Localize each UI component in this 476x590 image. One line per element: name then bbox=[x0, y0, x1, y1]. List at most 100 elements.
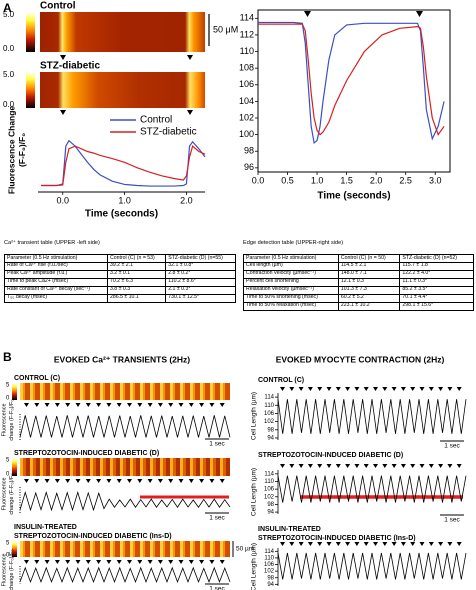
table: Parameter (0.5 Hz stimulation) Control (C… bbox=[243, 254, 474, 311]
panel-label: B bbox=[3, 350, 12, 364]
panel-label: A bbox=[3, 1, 12, 15]
data-line bbox=[258, 21, 445, 145]
table-row: Time to 50% shortening (msec) 60.2 ± 5.2 7… bbox=[243, 293, 474, 303]
table-cell: 2.8 ± 0.2* bbox=[165, 269, 236, 279]
data-line bbox=[41, 145, 206, 187]
table-cell: 70.1 ± 4.4* bbox=[399, 293, 474, 303]
stimulus-markers bbox=[24, 479, 225, 483]
header-cell: Parameter (0.5 Hz stimulation) bbox=[243, 254, 339, 263]
column-title: EVOKED Ca²⁺ TRANSIENTS (2Hz) bbox=[54, 354, 190, 364]
header-row: Parameter (0.5 Hz stimulation) Control (C… bbox=[243, 254, 474, 263]
table-cell: 32.1 ± 0.8* bbox=[165, 261, 236, 271]
line-scan-image bbox=[40, 12, 205, 52]
table-cell: 115.7 ± 1.8 bbox=[399, 261, 474, 271]
color-bar bbox=[26, 12, 35, 52]
table-cell: Rate constant of Ca²⁺ decay (sec⁻¹) bbox=[4, 285, 108, 295]
y-tick-label: 110 bbox=[240, 46, 254, 56]
y-tick-label: 94 bbox=[267, 582, 274, 588]
data-line bbox=[277, 399, 467, 434]
line-scan-image bbox=[20, 458, 230, 476]
table-cell: 101.3 ± 7.3 bbox=[337, 285, 401, 295]
legend-label: Control bbox=[140, 115, 172, 126]
y-tick-label: 106 bbox=[264, 562, 275, 568]
stimulus-markers bbox=[24, 560, 225, 564]
table-row: Percent cell shortening 12.1 ± 0.3 11.1 ± … bbox=[243, 277, 474, 287]
y-tick-label: 96 bbox=[244, 162, 254, 172]
table-cell: Contraction velocity (µmsec⁻¹) bbox=[243, 269, 339, 279]
table-cell: 298.1 ± 15.6* bbox=[399, 301, 474, 311]
y-axis-label: change (F-F₀)/F₀ bbox=[9, 399, 15, 440]
table-row: T₅₀ decay (msec) 286.5 ± 10.1 730.1 ± 12.5… bbox=[4, 293, 236, 303]
scale-bar-label: 50 μM bbox=[213, 24, 238, 34]
y-tick-label: 94 bbox=[267, 510, 274, 516]
table-cell: 122.2 ± 4.0* bbox=[399, 269, 474, 279]
time-scale-label: 1 sec bbox=[209, 586, 225, 590]
data-line bbox=[277, 475, 467, 503]
stimulus-markers bbox=[60, 55, 193, 60]
group-title: CONTROL (C) bbox=[258, 377, 304, 384]
table-row: Rate constant of Ca²⁺ decay (sec⁻¹) 3.8 ±… bbox=[4, 285, 236, 295]
y-tick-label: 102 bbox=[264, 419, 275, 425]
y-tick-label: 104 bbox=[239, 96, 254, 106]
y-tick-label: 98 bbox=[267, 502, 274, 508]
table-row: Cell length (µm) 114.5 ± 2.1 115.7 ± 1.8 bbox=[243, 261, 474, 271]
y-tick-label: 112 bbox=[240, 29, 254, 39]
plot-frame bbox=[257, 9, 451, 173]
table-cell: Relaxation velocity (µmsec⁻¹) bbox=[243, 285, 339, 295]
y-axis-label: change (F-F₀)/F₀ bbox=[9, 549, 15, 590]
y-tick-label: 110 bbox=[264, 555, 274, 561]
x-tick-label: 2.0 bbox=[370, 175, 383, 185]
image-title: STZ-diabetic bbox=[40, 61, 100, 72]
y-axis-label: Fluorescence bbox=[1, 403, 7, 436]
table-cell: 2.1 ± 0.3* bbox=[165, 285, 236, 295]
color-bar-max: 5.0 bbox=[3, 70, 15, 79]
x-tick-label: 0.0 bbox=[252, 175, 265, 185]
group-title: INSULIN-TREATED bbox=[258, 526, 321, 533]
table-row: Contraction velocity (µmsec⁻¹) 148.0 ± 7.… bbox=[243, 269, 474, 279]
color-bar-min: 0.0 bbox=[3, 100, 15, 109]
table-cell: 148.0 ± 7.1 bbox=[337, 269, 401, 279]
table-cell: Time to 50% relaxation (msec) bbox=[243, 301, 339, 311]
x-tick-label: 1.5 bbox=[340, 175, 353, 185]
table-cell: Peak Ca²⁺ amplitude (f.u.) bbox=[4, 269, 108, 279]
y-tick-label: 114 bbox=[264, 471, 274, 477]
table-row: Peak Ca²⁺ amplitude (f.u.) 3.2 ± 0.1 2.8 ±… bbox=[4, 269, 236, 279]
color-bar-max: 5 bbox=[6, 383, 10, 389]
data-line bbox=[277, 552, 467, 580]
table-cell: Time to 50% shortening (msec) bbox=[243, 293, 339, 303]
y-tick-label: 98 bbox=[267, 427, 274, 433]
x-tick-label: 0.5 bbox=[281, 175, 294, 185]
data-line bbox=[19, 491, 231, 512]
y-axis-label: Cell Length (µm) bbox=[251, 392, 258, 440]
header-cell: Control (C) (n = 53) bbox=[106, 254, 167, 263]
table-cell: 114.5 ± 2.1 bbox=[337, 261, 401, 271]
image-title: Control bbox=[40, 1, 76, 12]
line-scan-image bbox=[40, 72, 205, 108]
table-cell: 3.8 ± 0.3 bbox=[106, 285, 167, 295]
x-tick-label: 2.5 bbox=[399, 175, 412, 185]
stimulus-markers bbox=[280, 387, 462, 391]
table-caption: Ca²⁺ transient table (UPPER -left side) bbox=[4, 240, 100, 246]
color-bar-min: 0.0 bbox=[3, 44, 15, 53]
time-scale-label: 1 sec bbox=[444, 517, 460, 524]
stimulus-markers bbox=[60, 110, 193, 115]
table-row: Rate of Ca²⁺ rise (f.u./sec) 39.2 ± 2.1 32… bbox=[4, 261, 236, 271]
table-cell: T₅₀ decay (msec) bbox=[4, 293, 108, 303]
group-title: STREPTOZOTOCIN-INDUCED DIABETIC (D) bbox=[258, 452, 403, 459]
header-cell: STZ-diabetic (D) (n=52) bbox=[399, 254, 474, 263]
color-bar bbox=[12, 383, 17, 400]
x-tick-label: 3.0 bbox=[429, 175, 442, 185]
y-tick-label: 94 bbox=[267, 436, 274, 442]
header-cell: STZ-diabetic (D) (n=55) bbox=[165, 254, 236, 263]
y-axis-label: change (F-F₀)/F₀ bbox=[9, 473, 15, 514]
y-axis-label: (F-F₀)/F₀ bbox=[17, 133, 27, 167]
stimulus-markers bbox=[280, 464, 462, 468]
table-cell: 223.1 ± 10.2 bbox=[337, 301, 401, 311]
header-cell: Control (C) (n = 50) bbox=[337, 254, 401, 263]
table-cell: 110.2 ± 8.6* bbox=[165, 277, 236, 287]
column-title: EVOKED MYOCYTE CONTRACTION (2Hz) bbox=[276, 354, 445, 364]
y-tick-label: 108 bbox=[239, 63, 254, 73]
y-tick-label: 102 bbox=[264, 494, 275, 500]
x-tick-label: 2.0 bbox=[180, 195, 193, 205]
